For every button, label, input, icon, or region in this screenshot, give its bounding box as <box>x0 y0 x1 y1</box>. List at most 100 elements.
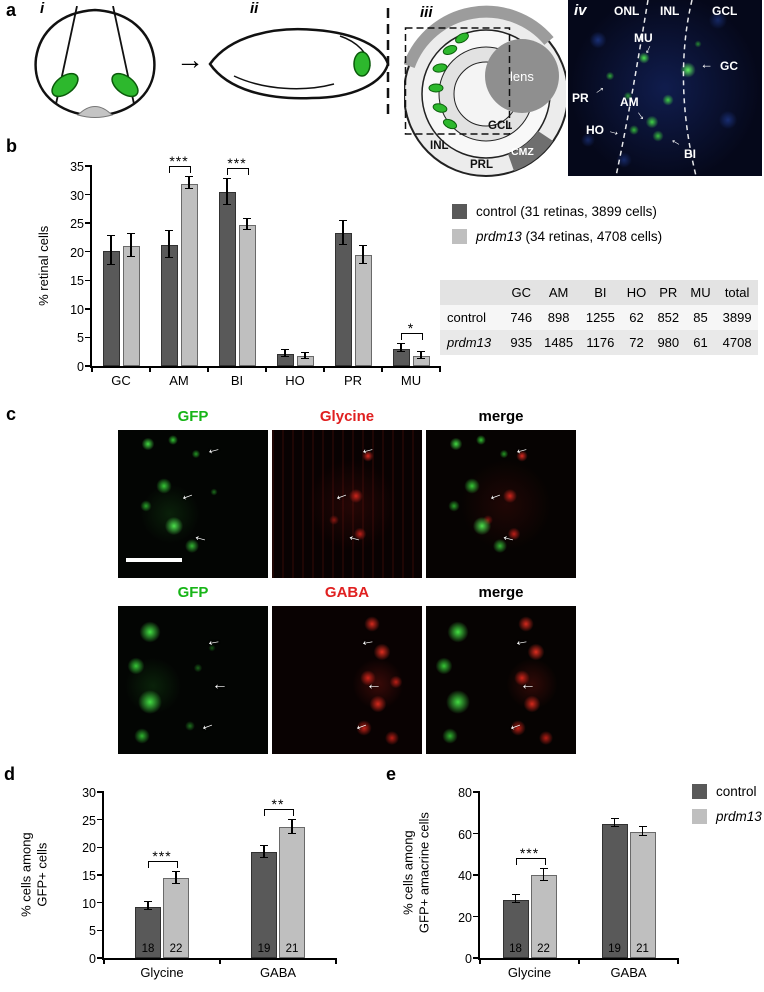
significance-bracket <box>515 858 546 866</box>
panel-e-label: e <box>386 764 397 784</box>
retinal-cell-type-chart: % retinal cells 0 5 10 15 20 25 30 35 GC AM BI HO PR… <box>26 150 441 398</box>
arrow-icon: → <box>497 530 518 551</box>
zoom-region-dashed-box <box>404 27 511 135</box>
panel-a-label: a <box>6 0 17 20</box>
error-bar-line <box>130 234 132 256</box>
cell-count-table-grid: GC AM BI HO PR MU total control 746 898 1255 62 852 8… <box>440 280 758 355</box>
y-axis-tick <box>85 222 92 224</box>
error-bar <box>610 818 619 828</box>
scale-bar <box>126 558 182 562</box>
panel-a-sub-i: i <box>40 0 45 17</box>
y-axis-tick <box>85 250 92 253</box>
arrow-icon: → <box>700 61 713 76</box>
chart-b-legend: control (31 retinas, 3899 cells) prdm13 … <box>452 204 752 254</box>
table-cell: 1255 <box>585 310 615 325</box>
y-axis-tick <box>473 874 480 876</box>
legend-swatch-control <box>452 204 467 219</box>
title-merge-row1: merge <box>478 408 524 425</box>
table-cell: 72 <box>629 335 644 350</box>
error-bar <box>511 893 520 904</box>
n-count-label: 21 <box>285 943 299 955</box>
x-axis-tick <box>265 366 267 372</box>
table-cell: 746 <box>510 310 533 325</box>
bar-control-PR <box>334 233 352 366</box>
y-axis-tick-label: 15 <box>70 274 84 289</box>
error-bar-line <box>175 871 177 883</box>
table-cell: 898 <box>547 310 570 325</box>
error-bar <box>359 244 367 264</box>
x-axis-category-label: Glycine <box>507 965 552 980</box>
x-axis-tick <box>439 366 441 372</box>
x-axis-tick <box>91 366 93 372</box>
micrograph-gaba: → → → <box>272 606 422 754</box>
table-header-cell <box>440 280 505 305</box>
error-bar-line <box>188 177 190 189</box>
arrow-icon: → <box>512 634 532 655</box>
table-row-label: control <box>447 310 487 325</box>
green-cell <box>432 103 448 113</box>
y-axis-label-line: GFP+ amacrine cells <box>416 812 431 934</box>
bar-prdm13-AM <box>180 183 198 366</box>
significance-stars: *** <box>169 153 189 169</box>
y-axis-tick <box>85 365 92 367</box>
significance-stars: *** <box>227 154 247 171</box>
table-cell: 62 <box>629 310 644 325</box>
mouth-shape <box>77 106 113 118</box>
bar-control-BI <box>218 192 236 366</box>
arrow-icon: → <box>197 717 219 740</box>
y-axis-tick <box>97 846 104 849</box>
inl-label: INL <box>660 4 680 18</box>
error-bar-line <box>400 344 402 352</box>
arrow-icon: → <box>358 442 379 463</box>
x-axis-category-label: GABA <box>259 965 297 980</box>
error-bar-line <box>263 845 265 857</box>
n-count-label: 22 <box>537 943 550 955</box>
bar-control-GABA <box>251 852 277 958</box>
arrow-right-icon: → <box>176 44 204 75</box>
legend-item-control: control <box>692 784 762 799</box>
plot-area: 0 5 10 15 20 25 30 35 GC AM BI HO PR MU *** *** * <box>70 153 441 388</box>
arrow-icon: → <box>331 487 353 510</box>
x-axis-category-label: MU <box>400 373 422 388</box>
lens-shape <box>485 39 559 113</box>
cmz-label: CMZ <box>511 146 534 158</box>
panel-a-sub-iii: iii <box>420 4 433 21</box>
significance-bracket <box>227 167 249 175</box>
title-gfp-row1: GFP <box>177 408 209 425</box>
panel-c-label: c <box>6 404 17 424</box>
x-axis-tick <box>323 366 325 372</box>
x-axis-tick <box>103 958 105 964</box>
panel-d-label: d <box>4 764 15 784</box>
n-count-label: 19 <box>608 943 621 955</box>
title-merge-row2: merge <box>478 584 524 601</box>
arrow-icon: → <box>358 634 378 655</box>
error-bar <box>107 235 115 265</box>
bar-prdm13-BI <box>238 224 256 366</box>
y-axis-tick <box>85 336 92 339</box>
error-bar-line <box>246 218 248 229</box>
y-axis-tick <box>473 957 480 959</box>
bar-prdm13-GABA <box>279 827 305 958</box>
y-axis-label-line: % cells among <box>18 832 34 917</box>
y-axis-label: % retinal cells <box>36 186 52 346</box>
error-bar <box>185 176 193 190</box>
table-header-cell: PR <box>659 285 678 300</box>
legend-label-prdm13: prdm13 (34 retinas, 4708 cells) <box>476 229 662 244</box>
bar-prdm13-Glycine <box>530 875 557 958</box>
y-axis-tick <box>85 308 92 310</box>
significance-bracket <box>264 808 294 816</box>
y-axis-tick <box>97 874 104 876</box>
micrograph-gfp-glycine-row: → → → <box>118 430 268 578</box>
error-bar-line <box>641 826 644 835</box>
y-axis-label-line: % retinal cells <box>36 225 52 306</box>
legend-swatch-prdm13 <box>692 809 707 824</box>
table-header-cell: BI <box>594 285 607 300</box>
legend-item-prdm13: prdm13 <box>692 809 762 824</box>
legend-label-control: control <box>716 784 757 799</box>
arrow-icon: → <box>189 530 210 551</box>
y-axis-tick <box>473 791 480 793</box>
x-axis-tick <box>677 958 679 964</box>
y-axis-tick-label: 15 <box>82 869 96 883</box>
plot-area: 0 5 10 15 20 25 30 18 22 Glycine 19 21 GABA *** ** <box>82 786 337 980</box>
x-axis-tick <box>578 958 580 964</box>
